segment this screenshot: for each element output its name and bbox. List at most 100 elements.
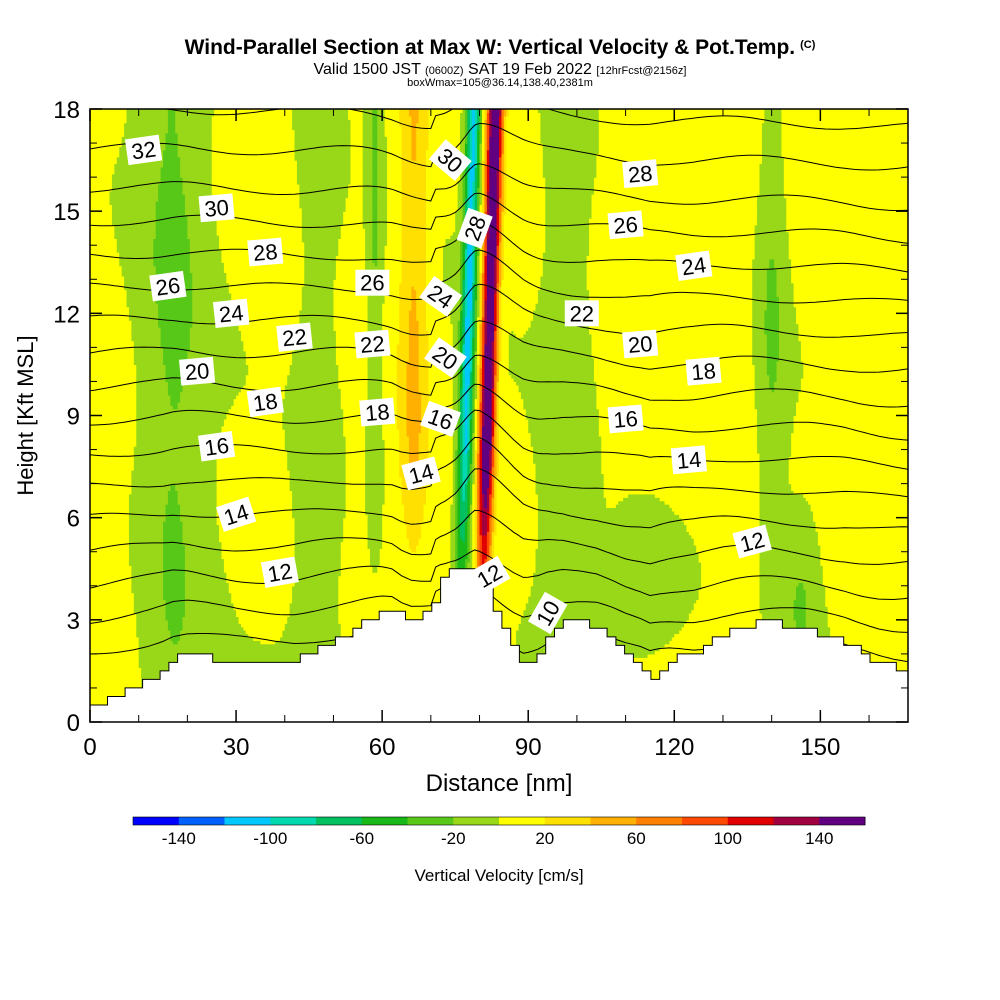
velocity-cell [367,299,386,304]
velocity-cell [467,452,471,457]
velocity-cell [90,616,137,621]
velocity-cell [467,269,473,274]
velocity-cell [479,163,483,168]
velocity-cell [477,442,481,447]
velocity-cell [367,514,383,519]
velocity-cell [484,248,488,253]
velocity-cell [457,504,461,509]
velocity-cell [467,561,473,566]
velocity-cell [542,170,597,175]
velocity-cell [406,374,420,379]
velocity-cell [496,367,500,372]
velocity-cell [491,613,524,618]
velocity-cell [462,190,466,195]
velocity-cell [452,473,456,478]
velocity-cell [484,401,493,406]
velocity-cell [457,456,461,461]
velocity-cell [284,446,347,451]
velocity-cell [800,340,908,345]
velocity-cell [452,446,459,451]
velocity-cell [401,197,427,202]
velocity-cell [496,459,500,464]
velocity-cell [481,456,490,461]
velocity-cell [499,350,503,355]
velocity-cell [516,643,561,648]
velocity-cell [457,190,464,195]
velocity-cell [418,456,429,461]
velocity-cell [155,204,186,209]
velocity-cell [460,473,464,478]
velocity-cell [384,480,403,485]
velocity-cell [457,558,466,563]
velocity-cell [472,480,476,485]
velocity-cell [503,252,544,257]
velocity-cell [494,425,498,430]
velocity-cell [464,333,471,338]
velocity-cell [282,415,344,420]
velocity-cell [464,527,468,532]
velocity-cell [416,316,427,321]
velocity-cell [377,166,388,171]
velocity-cell [481,187,485,192]
velocity-cell [494,279,498,284]
velocity-cell [367,388,383,393]
velocity-cell [496,262,500,267]
velocity-cell [800,357,908,362]
velocity-cell [796,316,908,321]
velocity-cell [469,452,473,457]
velocity-cell [455,548,459,553]
velocity-cell [489,534,493,539]
velocity-cell [90,609,135,614]
velocity-cell [822,578,908,583]
velocity-cell [589,323,753,328]
velocity-cell [177,640,262,645]
velocity-cell [343,517,369,522]
velocity-cell [535,306,590,311]
velocity-cell [754,235,790,240]
velocity-cell [783,177,908,182]
velocity-cell [491,493,495,498]
velocity-cell [496,354,500,359]
velocity-cell [452,459,456,464]
velocity-cell [759,163,785,168]
velocity-cell [528,429,600,434]
velocity-cell [693,602,761,607]
velocity-cell [481,459,490,464]
velocity-cell [372,204,378,209]
velocity-cell [491,395,495,400]
velocity-cell [520,391,597,396]
velocity-cell [499,418,529,423]
velocity-cell [401,252,427,257]
velocity-cell [462,200,466,205]
velocity-cell [90,636,140,641]
velocity-cell [479,527,483,532]
velocity-cell [462,493,466,498]
velocity-cell [418,538,451,543]
velocity-cell [240,330,298,335]
velocity-cell [754,371,768,376]
velocity-cell [362,156,374,161]
velocity-cell [406,429,422,434]
velocity-cell [452,323,459,328]
velocity-cell [757,204,787,209]
velocity-cell [474,541,478,546]
velocity-cell [491,439,495,444]
velocity-cell [469,388,473,393]
velocity-cell [467,313,471,318]
velocity-cell [338,606,451,611]
velocity-cell [452,463,456,468]
velocity-cell [292,592,339,597]
velocity-cell [472,497,476,502]
velocity-cell [382,517,405,522]
velocity-cell [589,224,756,229]
velocity-cell [501,350,510,355]
velocity-cell [301,299,335,304]
velocity-cell [184,575,227,580]
velocity-cell [481,398,485,403]
velocity-cell [489,497,493,502]
velocity-cell [472,374,476,379]
velocity-cell [503,265,544,270]
velocity-cell [462,408,466,413]
velocity-cell [365,238,373,243]
velocity-cell [377,238,388,243]
